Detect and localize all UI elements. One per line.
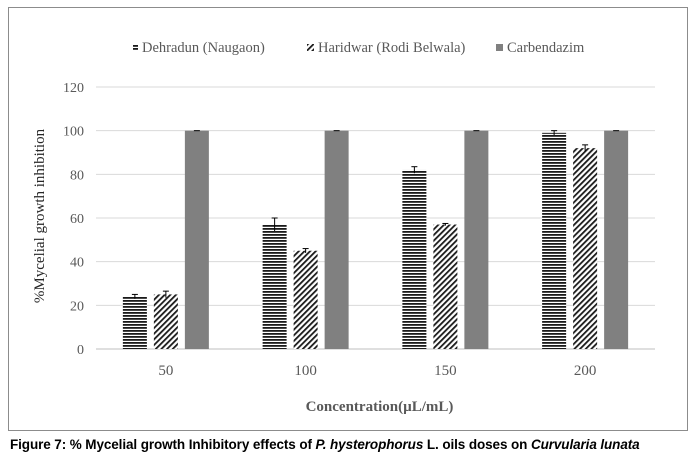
y-tick-label: 100 bbox=[63, 125, 84, 140]
y-tick-label: 40 bbox=[70, 256, 84, 271]
legend-swatch-3 bbox=[496, 44, 503, 51]
bar-1-200 bbox=[542, 132, 567, 349]
legend-label-1: Dehradun (Naugaon) bbox=[142, 40, 265, 56]
y-tick-label: 0 bbox=[77, 343, 84, 358]
bar-2-50 bbox=[153, 294, 178, 349]
bar-3-50 bbox=[184, 130, 209, 349]
x-axis-title: Concentration(µL/mL) bbox=[306, 399, 454, 415]
caption-middle: L. oils doses on bbox=[423, 437, 531, 452]
figure-caption: Figure 7: % Mycelial growth Inhibitory e… bbox=[0, 437, 700, 467]
y-axis-title: %Mycelial growth inhibition bbox=[32, 128, 48, 303]
caption-prefix: Figure 7: % Mycelial growth Inhibitory e… bbox=[10, 437, 316, 452]
bar-1-150 bbox=[402, 169, 427, 349]
bar-1-100 bbox=[262, 224, 287, 349]
bar-2-100 bbox=[293, 250, 318, 349]
y-tick-label: 60 bbox=[70, 212, 84, 227]
x-tick-label: 200 bbox=[574, 363, 597, 379]
bar-3-150 bbox=[464, 130, 489, 349]
legend-swatch-1 bbox=[133, 44, 138, 51]
x-tick-label: 150 bbox=[434, 363, 457, 379]
bar-3-200 bbox=[604, 130, 629, 349]
caption-organism: Curvularia lunata bbox=[530, 437, 640, 452]
bar-2-150 bbox=[433, 224, 458, 349]
y-tick-label: 80 bbox=[70, 168, 84, 183]
x-tick-label: 100 bbox=[294, 363, 317, 379]
legend-swatch-2 bbox=[307, 44, 314, 51]
y-tick-label: 120 bbox=[63, 81, 84, 96]
chart: 0 20 40 60 80 100 120 50 100 150 200 Concentration(… bbox=[32, 40, 655, 415]
bar-2-200 bbox=[573, 148, 598, 349]
legend-label-3: Carbendazim bbox=[507, 40, 585, 56]
y-tick-label: 20 bbox=[70, 299, 84, 314]
bar-1-50 bbox=[122, 296, 147, 349]
x-tick-label: 50 bbox=[158, 363, 173, 379]
legend-label-2: Haridwar (Rodi Belwala) bbox=[318, 40, 466, 56]
bar-3-100 bbox=[324, 130, 349, 349]
caption-species: P. hysterophorus bbox=[315, 437, 424, 452]
